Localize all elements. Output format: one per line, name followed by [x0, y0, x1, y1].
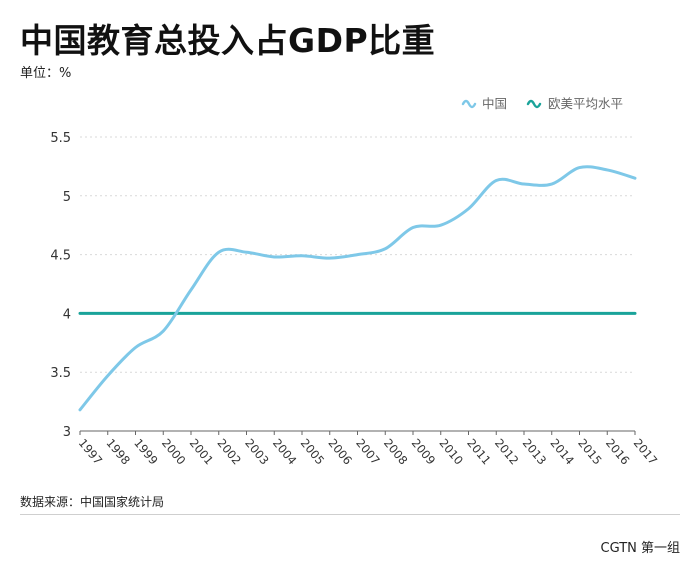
y-tick-label: 3 [63, 425, 71, 440]
footer-divider [20, 514, 680, 515]
line-chart: 33.544.555.5 199719981999200020012002200… [50, 96, 661, 467]
chart-title: 中国教育总投入占GDP比重 [20, 21, 436, 60]
legend-label: 中国 [482, 96, 507, 111]
y-axis: 3 3.5 4 4.5 5 5.5 [50, 131, 71, 440]
y-tick-label: 4.5 [50, 249, 71, 264]
x-tick-label: 2016 [603, 436, 633, 467]
series-line-china [78, 165, 637, 412]
legend: 中国 欧美平均水平 [461, 96, 623, 111]
y-tick-label: 4 [63, 307, 71, 322]
x-tick-label: 2017 [631, 436, 661, 467]
x-axis: 1997199819992000200120022003200420052006… [76, 430, 661, 467]
x-tick-label: 2012 [492, 436, 522, 467]
x-tick-label: 2006 [325, 436, 355, 467]
x-tick-label: 2010 [436, 436, 466, 467]
x-tick-label: 1999 [131, 436, 161, 467]
legend-wave-icon [461, 99, 477, 109]
x-tick-label: 2000 [159, 436, 189, 467]
data-source: 数据来源：中国国家统计局 [20, 495, 165, 509]
x-tick-label: 1997 [76, 436, 106, 467]
x-tick-label: 2013 [520, 436, 550, 467]
credit-label: CGTN 第一组 [600, 541, 681, 556]
x-tick-label: 2014 [547, 436, 577, 467]
x-tick-label: 2007 [353, 436, 383, 467]
unit-label: 单位：% [20, 66, 72, 81]
x-tick-label: 2003 [242, 436, 272, 467]
x-tick-label: 2004 [270, 436, 300, 467]
x-tick-label: 2005 [298, 436, 328, 467]
x-tick-label: 2015 [575, 436, 605, 467]
x-tick-label: 1998 [103, 436, 133, 467]
legend-wave-icon [526, 99, 542, 109]
x-tick-label: 2011 [464, 436, 494, 467]
x-tick-label: 2009 [409, 436, 439, 467]
x-tick-label: 2001 [187, 436, 217, 467]
y-tick-label: 3.5 [50, 366, 71, 381]
legend-china: 中国 [461, 96, 507, 111]
x-tick-label: 2008 [381, 436, 411, 467]
y-tick-label: 5.5 [50, 131, 71, 146]
series-lines [78, 165, 637, 412]
legend-western-average: 欧美平均水平 [526, 96, 623, 111]
y-tick-label: 5 [63, 190, 71, 205]
legend-label: 欧美平均水平 [548, 96, 623, 111]
x-tick-label: 2002 [214, 436, 244, 467]
